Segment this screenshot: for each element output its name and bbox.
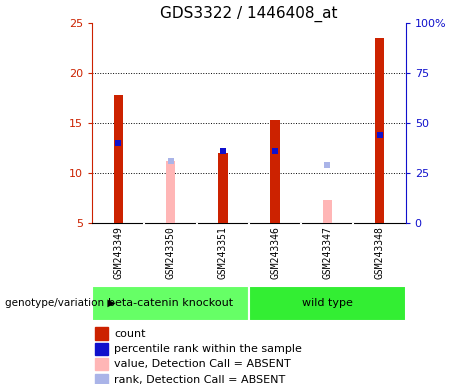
Bar [375, 38, 384, 223]
Text: GSM243351: GSM243351 [218, 226, 228, 279]
Bar [166, 161, 175, 223]
Bar [270, 120, 280, 223]
Bar [95, 328, 108, 340]
Text: count: count [114, 329, 146, 339]
Bar [323, 200, 332, 223]
Bar [95, 358, 108, 371]
Title: GDS3322 / 1446408_at: GDS3322 / 1446408_at [160, 5, 338, 22]
Bar [95, 374, 108, 384]
Text: GSM243350: GSM243350 [165, 226, 176, 279]
Bar [95, 343, 108, 355]
Text: value, Detection Call = ABSENT: value, Detection Call = ABSENT [114, 359, 291, 369]
Text: GSM243348: GSM243348 [374, 226, 384, 279]
Text: rank, Detection Call = ABSENT: rank, Detection Call = ABSENT [114, 375, 285, 384]
Text: percentile rank within the sample: percentile rank within the sample [114, 344, 302, 354]
Bar [218, 153, 228, 223]
Text: beta-catenin knockout: beta-catenin knockout [108, 298, 233, 308]
Text: GSM243349: GSM243349 [113, 226, 124, 279]
Bar [113, 95, 123, 223]
FancyBboxPatch shape [92, 286, 249, 321]
FancyBboxPatch shape [249, 286, 406, 321]
Text: wild type: wild type [302, 298, 353, 308]
Text: GSM243346: GSM243346 [270, 226, 280, 279]
Text: genotype/variation ▶: genotype/variation ▶ [5, 298, 115, 308]
Text: GSM243347: GSM243347 [322, 226, 332, 279]
